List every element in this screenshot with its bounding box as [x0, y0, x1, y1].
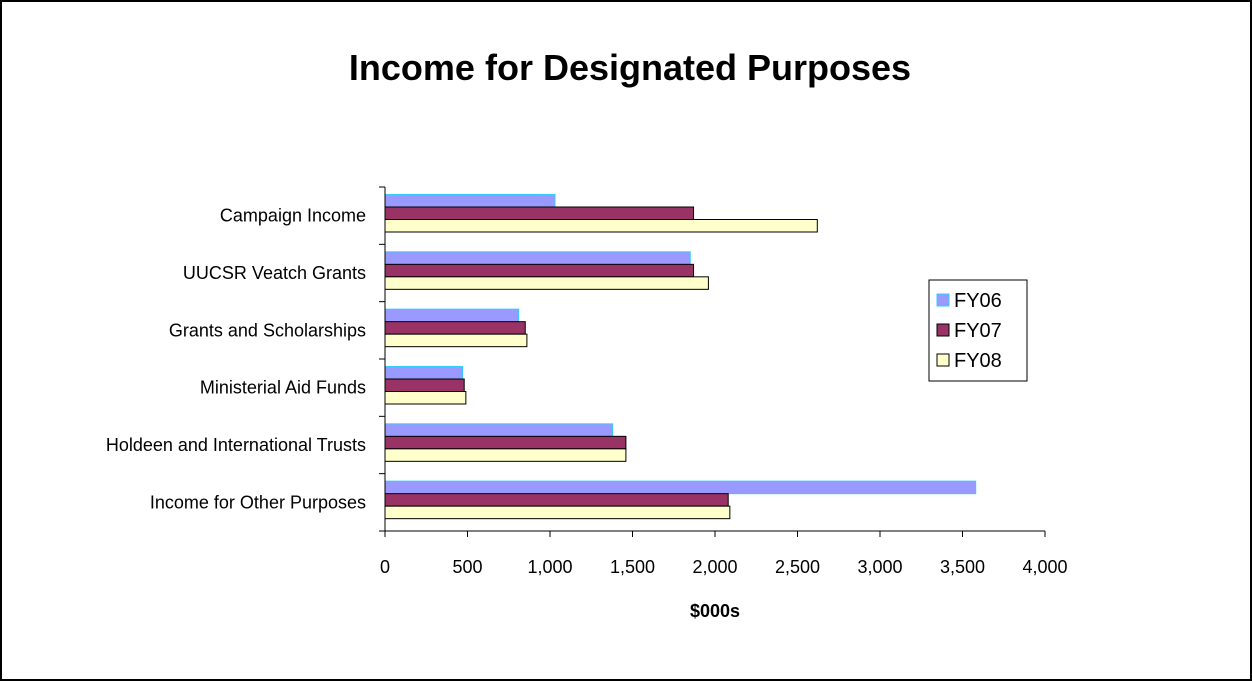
bar-fy06-2: [384, 251, 691, 265]
category-label: UUCSR Veatch Grants: [183, 263, 366, 283]
bar-fy07-2: [384, 263, 695, 278]
bar-fy08-1: [384, 219, 818, 233]
x-tick-label: 0: [380, 557, 390, 577]
legend-label-fy07: FY07: [954, 320, 1002, 342]
bar-fy07-3: [384, 321, 526, 335]
category-label: Campaign Income: [220, 206, 366, 226]
category-label: Grants and Scholarships: [169, 320, 366, 340]
bar-fy06-5: [384, 423, 614, 437]
category-label: Holdeen and International Trusts: [106, 435, 366, 455]
plot-area: Campaign Income UUCSR Veatch Grants Grants…: [106, 186, 1068, 577]
x-tick-label: 3,000: [857, 557, 902, 577]
x-tick-label: 2,000: [692, 557, 737, 577]
bar-fy08-5: [384, 448, 627, 462]
x-tick-label: 1,500: [610, 557, 655, 577]
legend-swatch-fy07: [936, 323, 950, 337]
category-label: Ministerial Aid Funds: [200, 378, 366, 398]
legend-swatch-fy08: [936, 353, 950, 367]
x-tick-label: 2,500: [775, 557, 820, 577]
bar-fy08-2: [384, 276, 709, 290]
legend-label-fy08: FY08: [954, 350, 1002, 372]
legend: FY06 FY07 FY08: [928, 279, 1028, 382]
legend-swatch-fy06: [936, 293, 950, 307]
bar-fy06-4: [384, 366, 464, 380]
bar-fy07-6: [384, 493, 729, 507]
bar-fy06-1: [384, 194, 556, 208]
x-tick-label: 3,500: [940, 557, 985, 577]
x-axis-title: $000s: [690, 601, 740, 621]
category-label: Income for Other Purposes: [150, 492, 366, 512]
x-tick-label: 1,000: [527, 557, 572, 577]
x-tick-label: 4,000: [1022, 557, 1067, 577]
bar-fy06-3: [384, 308, 520, 323]
bar-fy08-3: [384, 333, 528, 348]
x-tick-label: 500: [452, 557, 482, 577]
bar-fy08-6: [384, 505, 731, 520]
bar-fy07-1: [384, 206, 695, 220]
bar-fy07-4: [384, 378, 465, 392]
chart-title: Income for Designated Purposes: [349, 47, 911, 88]
bar-fy06-6: [384, 480, 977, 495]
legend-label-fy06: FY06: [954, 290, 1002, 312]
bar-fy08-4: [384, 391, 467, 405]
bar-fy07-5: [384, 435, 627, 450]
